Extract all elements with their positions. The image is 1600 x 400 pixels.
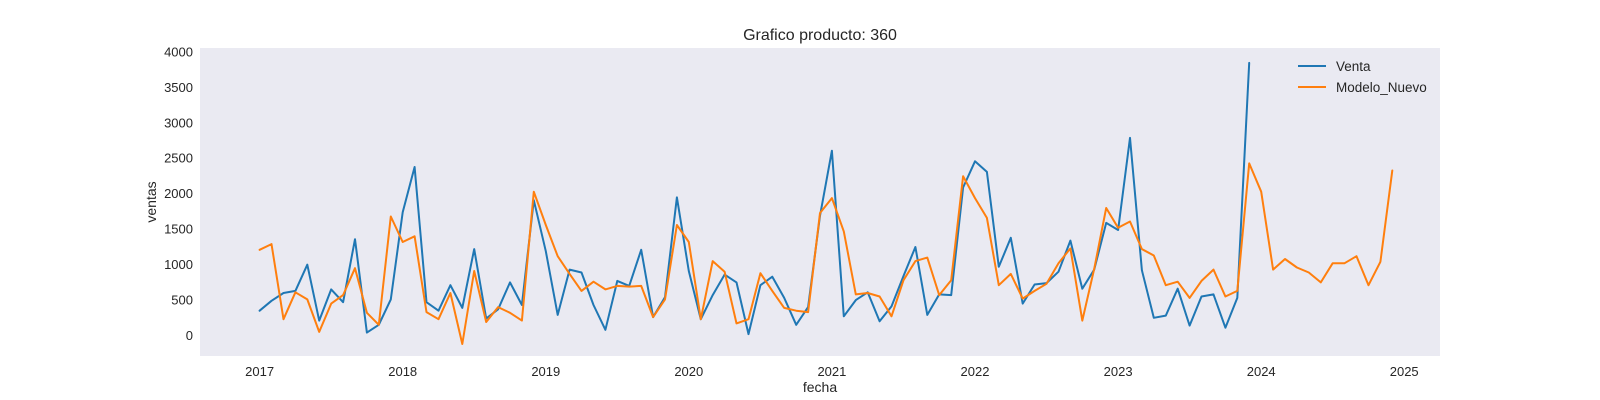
x-tick-label: 2017 [245,364,274,379]
y-tick-label: 0 [186,328,193,343]
y-tick-label: 1500 [164,222,193,237]
x-tick-label: 2023 [1104,364,1133,379]
chart-title: Grafico producto: 360 [743,27,897,44]
series-line-venta [258,61,1251,336]
x-tick-label: 2022 [961,364,990,379]
legend: Venta Modelo_Nuevo [1298,59,1427,95]
x-tick-label: 2019 [531,364,560,379]
y-tick-label: 500 [171,292,193,307]
x-tick-label: 2021 [817,364,846,379]
y-tick-label: 4000 [164,45,193,60]
x-tick-label: 2025 [1390,364,1419,379]
y-tick-label: 2500 [164,151,193,166]
y-axis-ticks: 0 500 1000 1500 2000 2500 3000 3500 4000 [164,45,193,343]
series-lines [258,61,1394,345]
y-tick-label: 2000 [164,186,193,201]
legend-label: Venta [1336,59,1371,74]
plot-area [200,48,1440,356]
y-tick-label: 1000 [164,257,193,272]
y-tick-label: 3500 [164,80,193,95]
x-axis-ticks: 2017 2018 2019 2020 2021 2022 2023 2024 2025 [245,364,1419,379]
y-tick-label: 3000 [164,115,193,130]
x-tick-label: 2020 [674,364,703,379]
legend-label: Modelo_Nuevo [1336,80,1427,95]
x-tick-label: 2018 [388,364,417,379]
series-line-modelo-nuevo [258,162,1394,345]
y-axis-label: ventas [143,181,159,222]
x-tick-label: 2024 [1247,364,1276,379]
x-axis-label: fecha [803,379,837,395]
